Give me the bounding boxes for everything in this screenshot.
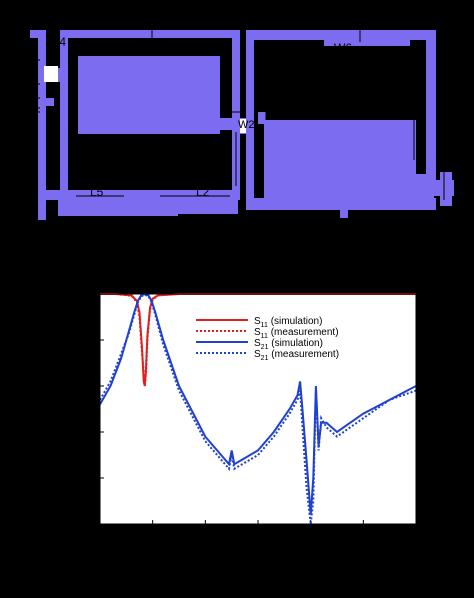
legend-entry: S11 (measurement) [254, 327, 339, 340]
label-L11: L11 [296, 225, 315, 239]
plot-background [100, 294, 416, 524]
label-W1: W1 [14, 57, 32, 71]
label-L8: L8 [144, 219, 158, 233]
label-L12: L12 [396, 95, 416, 109]
label-L3: L3 [18, 155, 32, 169]
label-W3: W3 [14, 83, 32, 97]
panel-b-caption: (b) [236, 573, 256, 590]
dimension-lines [14, 12, 445, 223]
x-tick-label: 4 [255, 527, 262, 541]
label-W7: W7 [418, 231, 436, 245]
y-tick-label: -10 [79, 333, 97, 347]
label-W2: W2 [238, 119, 255, 131]
series-line-4 [99, 293, 417, 525]
legend: S11 (simulation)S11 (measurement)S21 (si… [196, 316, 339, 362]
label-W5: W5 [206, 41, 224, 55]
label-L2: L2 [196, 185, 210, 199]
y-tick-label: -50 [79, 517, 97, 531]
x-tick-label: 5 [307, 527, 314, 541]
label-g: g [146, 5, 153, 19]
layout-diagram: L4 W4 W1 W3 L1 L3 g W5 L7 L6 L5 L2 L8 W2… [14, 3, 474, 268]
legend-entry: S21 (measurement) [254, 349, 339, 362]
dimension-labels: L4 W4 W1 W3 L1 L3 g W5 L7 L6 L5 L2 L8 W2… [14, 3, 474, 245]
y-tick-label: -20 [79, 379, 97, 393]
y-tick-label: -40 [79, 471, 97, 485]
label-s: s [240, 3, 246, 17]
x-tick-label: 1 [97, 527, 104, 541]
label-L13: L13 [454, 179, 474, 193]
y-tick-label: -30 [79, 425, 97, 439]
plot-frame [99, 293, 417, 525]
x-tick-label: 2 [149, 527, 156, 541]
x-tick-label: 7 [413, 527, 420, 541]
x-tick-label: 6 [360, 527, 367, 541]
legend-entry: S21 (simulation) [254, 338, 323, 351]
y-tick-label: 0 [89, 287, 96, 301]
label-W4: W4 [48, 35, 66, 49]
label-W6: W6 [334, 41, 352, 55]
label-L5: L5 [90, 185, 104, 199]
legend-entry: S11 (simulation) [254, 316, 322, 329]
x-axis-label: Frequency (GHz) [208, 540, 308, 555]
conductor-shapes [30, 30, 454, 220]
s-parameter-chart: 1 2 3 4 5 6 7 0 -10 -20 -30 -40 -50 S11 (simulation)… [50, 287, 420, 590]
y-axis-label: S-Parameters (dB) [50, 355, 65, 463]
axis-ticks: 1 2 3 4 5 6 7 0 -10 -20 -30 -40 -50 [79, 287, 420, 541]
label-L1: L1 [20, 111, 34, 125]
label-L7: L7 [140, 151, 154, 165]
label-L4: L4 [40, 3, 54, 17]
x-tick-label: 3 [202, 527, 209, 541]
panel-a-caption: (a) [236, 251, 256, 268]
label-L10: L10 [270, 63, 290, 77]
label-L6: L6 [212, 161, 226, 175]
